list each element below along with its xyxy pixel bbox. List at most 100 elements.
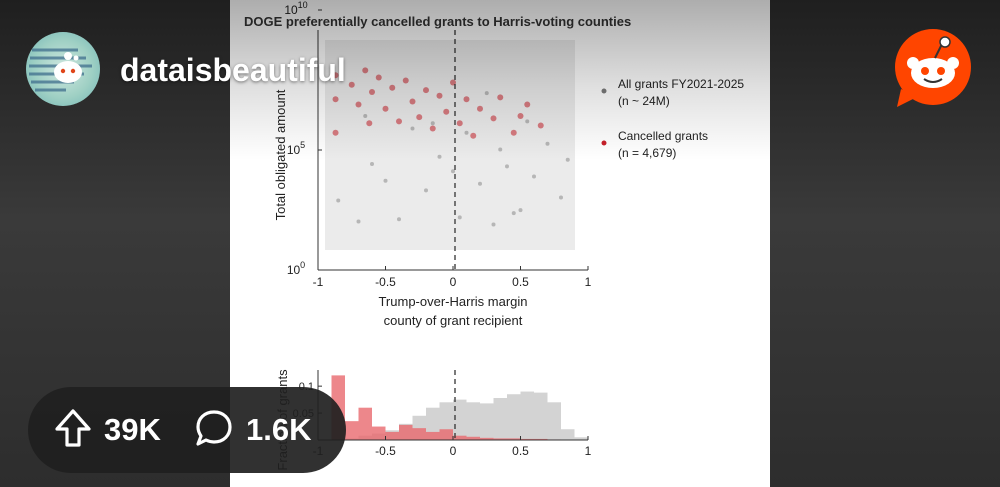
scatter-point-all [532, 174, 536, 179]
upvote-count: 39K [104, 412, 161, 447]
scatter-point-all [437, 154, 442, 159]
scatter-point-cancelled [366, 120, 373, 127]
scatter-y-tick-label: 105 [287, 140, 305, 157]
scatter-y-tick-label: 100 [287, 260, 305, 277]
scatter-x-tick-label: 0.5 [512, 275, 529, 289]
scatter-point-cancelled [332, 129, 339, 136]
hist-bar-all [520, 391, 534, 440]
hist-bar-all [561, 429, 575, 440]
hist-bar-cancelled [385, 431, 399, 440]
scatter-point-all [491, 222, 496, 227]
scatter-point-cancelled [490, 115, 497, 122]
scatter-point-cancelled [497, 94, 504, 101]
hist-bar-cancelled [534, 438, 548, 440]
scatter-point-cancelled [369, 89, 375, 95]
upvote-button[interactable]: 39K [54, 387, 161, 473]
scatter-point-cancelled [517, 113, 524, 119]
hist-x-tick-label: -0.5 [375, 444, 396, 458]
scatter-point-all [363, 114, 368, 118]
scatter-y-tick-label: 1010 [284, 0, 307, 17]
scatter-point-cancelled [416, 114, 423, 121]
scatter-point-all [383, 178, 388, 183]
scatter-point-cancelled [402, 77, 409, 84]
hist-bar-all [480, 403, 494, 440]
scatter-point-all [478, 181, 482, 186]
hist-bar-all [466, 402, 480, 440]
legend-cancelled-label: Cancelled grants [618, 129, 708, 143]
scatter-point-cancelled [409, 98, 416, 105]
legend-cancelled-marker [601, 140, 607, 146]
scatter-point-all [518, 208, 523, 213]
scatter-point-all [498, 147, 503, 152]
hist-x-tick-label: 0.5 [512, 444, 529, 458]
scatter-x-tick-label: -0.5 [375, 275, 396, 289]
scatter-point-cancelled [450, 79, 456, 86]
scatter-point-cancelled [429, 125, 436, 132]
hist-bar-all [507, 394, 521, 440]
hist-x-tick-label: 1 [585, 444, 592, 458]
scatter-point-all [397, 217, 401, 222]
scatter-chart: -1 -0.5 0 0.5 1 100 105 1010 Trump-over-Harris… [273, 0, 744, 328]
scatter-point-all [430, 121, 435, 126]
scatter-x-tick-label: 1 [585, 275, 592, 289]
hist-bar-cancelled [412, 428, 426, 440]
legend-all-grants-marker [601, 88, 607, 94]
hist-bar-all [534, 392, 548, 440]
reddit-snoo-icon[interactable] [893, 27, 975, 109]
comment-bubble-icon [194, 408, 234, 453]
scatter-xlabel-line2: county of grant recipient [384, 313, 523, 328]
scatter-point-cancelled [423, 87, 429, 94]
scatter-point-all [559, 195, 563, 200]
scatter-point-all [424, 188, 428, 193]
hist-bar-cancelled [480, 437, 494, 440]
scatter-point-all [545, 141, 550, 146]
scatter-point-cancelled [348, 81, 355, 88]
scatter-point-all [511, 211, 516, 216]
scatter-point-all [464, 130, 469, 135]
avatar-art [29, 48, 92, 92]
scatter-point-cancelled [443, 108, 450, 115]
scatter-point-all [410, 126, 415, 131]
comments-button[interactable]: 1.6K [194, 387, 311, 473]
comment-count: 1.6K [246, 412, 312, 447]
scatter-point-cancelled [332, 72, 339, 79]
scatter-point-cancelled [436, 92, 443, 99]
scatter-point-cancelled [382, 105, 389, 112]
scatter-point-all [525, 119, 530, 124]
chart-title: DOGE preferentially cancelled grants to … [244, 14, 632, 29]
hist-bar-cancelled [493, 438, 507, 440]
hist-bar-cancelled [399, 424, 413, 440]
scatter-point-all [565, 157, 570, 162]
scatter-point-cancelled [456, 120, 463, 127]
hist-bar-cancelled [345, 421, 359, 440]
scatter-point-cancelled [362, 67, 369, 74]
scatter-x-tick-label: -1 [313, 275, 324, 289]
scatter-point-cancelled [396, 118, 402, 125]
scatter-point-all [451, 169, 455, 174]
hist-bar-all [493, 398, 507, 440]
subreddit-avatar-icon[interactable] [26, 32, 100, 106]
scatter-point-cancelled [355, 101, 362, 108]
legend-cancelled-note: (n = 4,679) [618, 146, 676, 160]
scatter-point-all [370, 162, 374, 166]
scatter-point-cancelled [537, 122, 544, 129]
scatter-point-all [457, 215, 462, 220]
legend-all-grants-note: (n ~ 24M) [618, 94, 670, 108]
scatter-point-cancelled [477, 105, 483, 112]
scatter-point-cancelled [332, 96, 339, 103]
scatter-point-cancelled [470, 132, 477, 139]
engagement-pill: 39K 1.6K [28, 387, 346, 473]
hist-bar-cancelled [466, 436, 480, 440]
hist-bar-all [547, 402, 561, 440]
scatter-xlabel-line1: Trump-over-Harris margin [378, 294, 527, 309]
scatter-point-all [336, 198, 341, 203]
scatter-ylabel: Total obligated amount [273, 89, 288, 220]
hist-bar-cancelled [453, 435, 467, 440]
subreddit-name[interactable]: dataisbeautiful [120, 52, 346, 88]
scatter-point-cancelled [389, 84, 396, 91]
hist-bar-cancelled [507, 438, 521, 440]
scatter-point-cancelled [510, 129, 517, 136]
hist-bar-all [574, 437, 588, 440]
scatter-x-tick-label: 0 [450, 275, 457, 289]
upvote-arrow-icon [54, 408, 92, 453]
